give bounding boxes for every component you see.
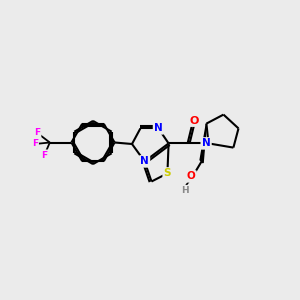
Text: N: N: [140, 156, 149, 167]
Text: H: H: [181, 186, 188, 195]
Text: O: O: [190, 116, 199, 126]
Polygon shape: [200, 124, 206, 163]
Text: F: F: [32, 140, 38, 148]
Text: N: N: [202, 138, 211, 148]
Text: N: N: [154, 123, 163, 134]
Text: O: O: [187, 171, 196, 182]
Text: F: F: [41, 151, 47, 160]
Text: S: S: [164, 168, 171, 178]
Text: F: F: [34, 128, 40, 137]
